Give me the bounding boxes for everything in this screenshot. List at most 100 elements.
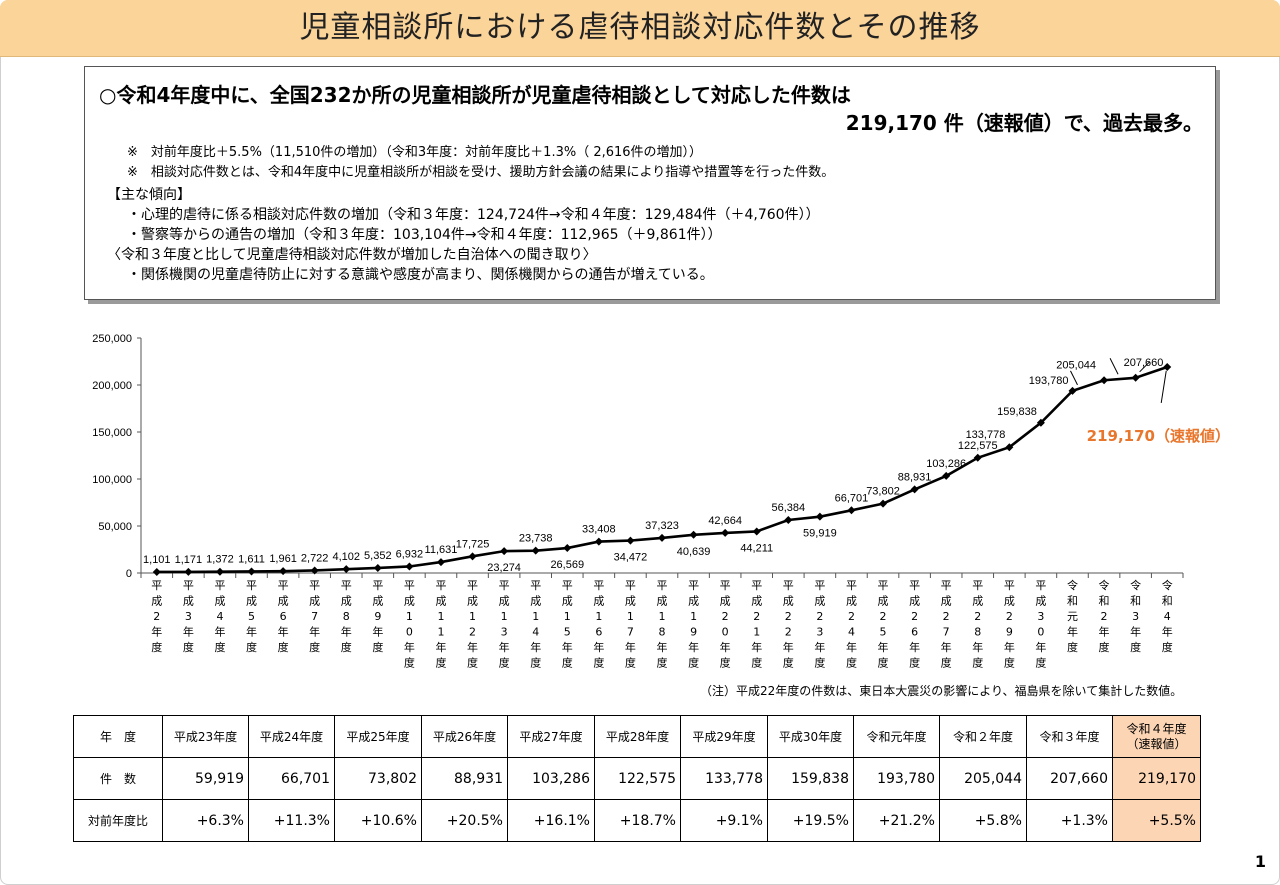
summary-note-1: ※ 対前年度比＋5.5%（11,510件の増加）（令和3年度：対前年度比＋1.3…: [127, 145, 703, 160]
data-label: 11,631: [425, 544, 458, 556]
summary-note-2: ※ 相談対応件数とは、令和4年度中に児童相談所が相談を受け、援助方針会議の結果に…: [127, 165, 835, 180]
data-label: 159,838: [997, 406, 1037, 418]
data-point: [247, 567, 256, 576]
data-point: [942, 471, 951, 480]
x-tick-label: 平成 6 年度: [278, 579, 289, 654]
data-label: 193,780: [1029, 375, 1069, 387]
data-label: 44,211: [740, 542, 773, 554]
data-point: [531, 546, 540, 555]
data-point: [815, 512, 824, 521]
x-tick-label: 平成 1 3 年度: [499, 579, 510, 670]
x-tick-label: 平成 1 6 年度: [593, 579, 604, 670]
table-cell: 令和元年度: [853, 715, 940, 758]
table-cell: 令和２年度: [939, 715, 1027, 758]
table-cell: +6.3%: [162, 799, 249, 842]
data-label: 1,171: [175, 554, 203, 566]
table-cell: 66,701: [248, 757, 335, 800]
data-label: 23,738: [519, 533, 553, 545]
data-label: 1,961: [269, 553, 297, 565]
data-point: [973, 453, 982, 462]
x-tick-label: 平成 5 年度: [246, 579, 257, 654]
table-cell: 平成25年度: [334, 715, 422, 758]
x-tick-label: 令和元年度: [1067, 578, 1078, 654]
table-cell: +11.3%: [248, 799, 335, 842]
data-label: 122,575: [958, 440, 998, 452]
x-tick-label: 平成 3 0 年度: [1035, 579, 1046, 670]
data-point: [310, 566, 319, 575]
data-label: 88,931: [898, 471, 932, 483]
table-cell: +21.2%: [853, 799, 940, 842]
table-cell-latest-change: +5.5%: [1112, 799, 1201, 842]
data-label: 33,408: [582, 524, 616, 536]
trend-item-1: ・心理的虐待に係る相談対応件数の増加（令和３年度：124,724件→令和４年度：…: [127, 207, 820, 223]
x-tick-label: 平成 9 年度: [372, 579, 383, 654]
table-cell: +18.7%: [594, 799, 681, 842]
table-cell: 平成23年度: [162, 715, 249, 758]
leader-line: [1070, 370, 1078, 386]
x-tick-label: 平成 2 6 年度: [909, 579, 920, 670]
data-point: [626, 536, 635, 545]
row-header-count: 件 数: [73, 757, 163, 800]
callout-label: 219,170（速報値）: [1087, 427, 1230, 445]
x-tick-label: 令和 3 年度: [1130, 578, 1141, 654]
table-cell: 平成30年度: [767, 715, 854, 758]
x-tick-label: 平成 7 年度: [309, 579, 320, 654]
table-cell-latest-year: 令和４年度 （速報値）: [1112, 715, 1201, 758]
data-label: 6,932: [396, 548, 424, 560]
data-label: 56,384: [771, 502, 805, 514]
y-tick-label: 100,000: [92, 474, 132, 486]
y-tick-label: 250,000: [92, 333, 132, 345]
table-cell: +20.5%: [421, 799, 508, 842]
x-tick-label: 平成 1 2 年度: [467, 579, 478, 670]
table-cell: 133,778: [680, 757, 768, 800]
table-cell: 令和３年度: [1026, 715, 1113, 758]
callout-leader: [1160, 370, 1167, 404]
data-point: [342, 565, 351, 574]
data-label: 1,372: [206, 554, 234, 566]
table-cell: 平成26年度: [421, 715, 508, 758]
x-tick-label: 平成 2 7 年度: [941, 579, 952, 670]
row-header-year: 年 度: [73, 715, 163, 758]
data-label: 133,778: [966, 429, 1006, 441]
x-tick-label: 平成 2 1 年度: [751, 579, 762, 670]
table-cell: 122,575: [594, 757, 681, 800]
x-tick-label: 平成 3 年度: [183, 579, 194, 654]
table-row-year: 年 度 平成23年度 平成24年度 平成25年度 平成26年度 平成27年度 平…: [73, 715, 1201, 758]
x-tick-label: 平成 1 7 年度: [625, 579, 636, 670]
data-label: 4,102: [332, 551, 360, 563]
x-tick-label: 平成 1 1 年度: [435, 579, 446, 670]
y-tick-label: 0: [126, 568, 132, 580]
data-point: [405, 562, 414, 571]
data-point: [152, 567, 161, 576]
data-point: [594, 537, 603, 546]
table-cell: 平成27年度: [507, 715, 595, 758]
table-cell: 103,286: [507, 757, 595, 800]
data-point: [752, 527, 761, 536]
data-point: [879, 499, 888, 508]
data-point: [721, 528, 730, 537]
data-point: [658, 533, 666, 542]
x-tick-label: 平成 2 8 年度: [972, 579, 983, 670]
data-label: 59,919: [803, 528, 837, 540]
data-label: 26,569: [550, 559, 584, 571]
x-tick-label: 令和 2 年度: [1099, 578, 1110, 654]
data-point: [1068, 386, 1077, 395]
x-tick-label: 平成 2 年度: [151, 579, 162, 654]
page-number: 1: [1254, 852, 1266, 871]
trend-header: 【主な傾向】: [107, 187, 191, 203]
table-cell: +19.5%: [767, 799, 854, 842]
data-point: [215, 567, 224, 576]
table-cell-latest-count: 219,170: [1112, 757, 1201, 800]
data-point: [468, 552, 477, 561]
data-point: [184, 567, 193, 576]
table-cell: +16.1%: [507, 799, 595, 842]
x-tick-label: 平成 1 4 年度: [530, 579, 541, 670]
x-tick-label: 平成 2 5 年度: [878, 579, 889, 670]
table-cell: +10.6%: [334, 799, 422, 842]
table-row-count: 件 数 59,919 66,701 73,802 88,931 103,286 …: [73, 757, 1201, 800]
data-label: 23,274: [487, 562, 521, 574]
table-cell: 159,838: [767, 757, 854, 800]
data-label: 40,639: [677, 546, 711, 558]
x-tick-label: 平成 2 4 年度: [846, 579, 857, 670]
data-label: 73,802: [866, 486, 900, 498]
